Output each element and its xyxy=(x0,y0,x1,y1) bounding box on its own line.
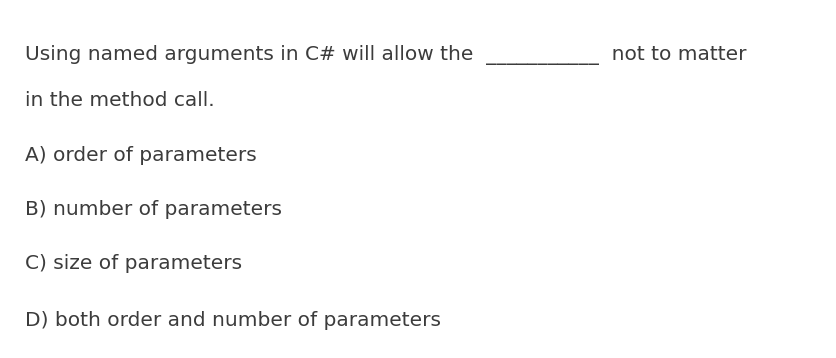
Text: C) size of parameters: C) size of parameters xyxy=(25,253,242,273)
Text: Using named arguments in C# will allow the  ___________  not to matter: Using named arguments in C# will allow t… xyxy=(25,45,746,66)
Text: B) number of parameters: B) number of parameters xyxy=(25,200,282,219)
Text: D) both order and number of parameters: D) both order and number of parameters xyxy=(25,311,441,330)
Text: A) order of parameters: A) order of parameters xyxy=(25,146,257,165)
Text: in the method call.: in the method call. xyxy=(25,91,215,110)
